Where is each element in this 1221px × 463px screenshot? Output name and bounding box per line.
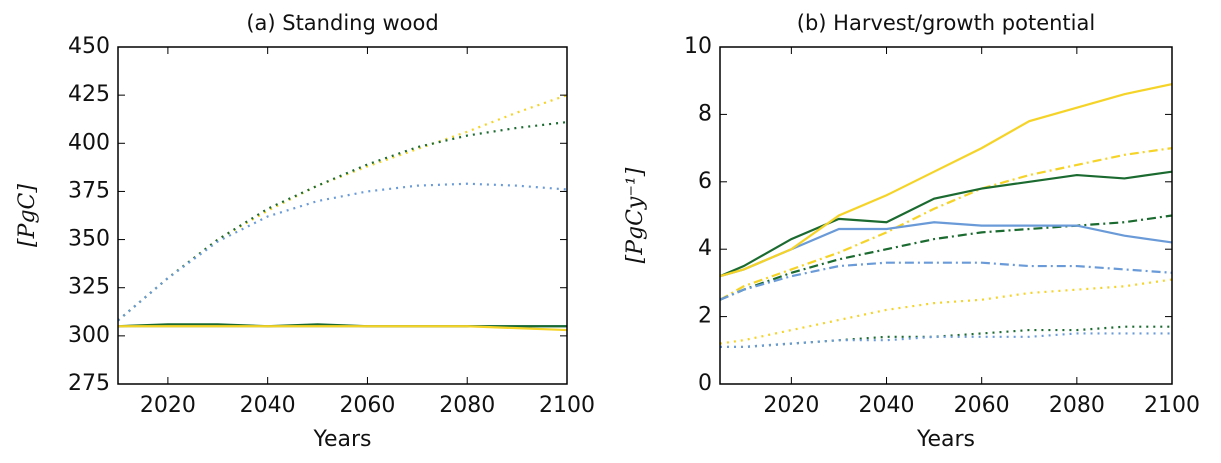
x-tick-label: 2020	[140, 393, 196, 418]
x-tick-label: 2060	[954, 393, 1010, 418]
x-tick-label: 2060	[339, 393, 395, 418]
series-line	[720, 261, 1172, 301]
y-tick-label: 375	[68, 178, 110, 203]
y-tick-label: 0	[698, 371, 712, 396]
y-tick-label: 300	[68, 323, 110, 348]
x-tick-label: 2080	[1049, 393, 1105, 418]
y-axis-label: [PgCy⁻¹]	[623, 167, 648, 263]
y-tick-label: 2	[698, 304, 712, 329]
plot-frame	[117, 46, 568, 385]
y-tick-label: 8	[698, 101, 712, 126]
y-tick-label: 275	[68, 371, 110, 396]
series-line	[720, 147, 1172, 301]
x-tick-label: 2100	[1144, 393, 1200, 418]
y-tick-label: 400	[68, 130, 110, 155]
y-tick-label: 325	[68, 275, 110, 300]
y-tick-label: 450	[68, 34, 110, 59]
series-line	[720, 214, 1172, 301]
series-line	[720, 82, 1172, 278]
x-tick-label: 2080	[439, 393, 495, 418]
series-line	[118, 325, 567, 332]
series-line	[720, 221, 1172, 278]
panel: 275 300 325 350 375 400 425 450 2020 2040 2060 2080…	[15, 11, 595, 452]
chart-title: (a) Standing wood	[246, 11, 438, 35]
series-line	[118, 182, 567, 322]
x-tick-label: 2020	[763, 393, 819, 418]
x-axis-label: Years	[312, 427, 371, 452]
x-axis-label: Years	[916, 427, 975, 452]
x-tick-label: 2100	[539, 393, 595, 418]
x-tick-label: 2040	[859, 393, 915, 418]
series-line	[720, 332, 1172, 349]
y-tick-label: 425	[68, 82, 110, 107]
series-line	[720, 170, 1172, 278]
y-tick-label: 6	[698, 169, 712, 194]
series-line	[720, 278, 1172, 345]
y-tick-label: 4	[698, 236, 712, 261]
y-axis-label: [PgC]	[15, 184, 40, 247]
panel: 0 2 4 6 8 10 2020 2040 2060 2080 2100 (b) Harvest/g…	[623, 11, 1200, 452]
y-tick-label: 350	[68, 227, 110, 252]
chart-title: (b) Harvest/growth potential	[797, 11, 1095, 35]
series-line	[118, 121, 567, 322]
x-tick-label: 2040	[240, 393, 296, 418]
y-tick-label: 10	[684, 34, 712, 59]
series-line	[118, 94, 567, 322]
series-line	[720, 325, 1172, 349]
plot-frame	[719, 46, 1173, 385]
